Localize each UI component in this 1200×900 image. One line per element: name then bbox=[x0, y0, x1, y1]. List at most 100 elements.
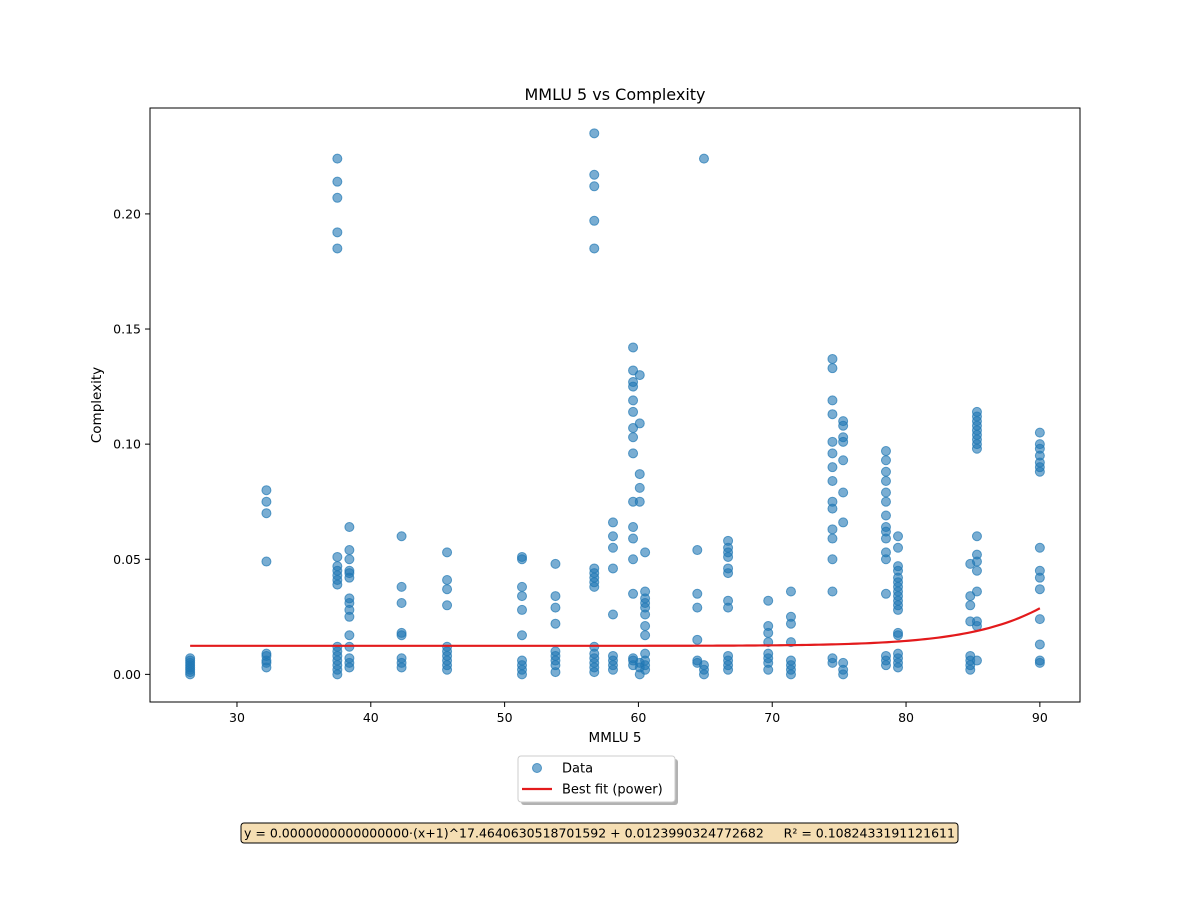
data-point bbox=[971, 586, 982, 597]
data-point bbox=[965, 591, 976, 602]
data-point bbox=[971, 406, 982, 417]
data-point bbox=[634, 482, 645, 493]
data-point bbox=[827, 475, 838, 486]
data-point bbox=[965, 650, 976, 661]
equation-text: y = 0.0000000000000000·(x+1)^17.46406305… bbox=[244, 826, 955, 841]
data-point bbox=[628, 423, 639, 434]
data-point bbox=[628, 342, 639, 353]
data-point bbox=[692, 602, 703, 613]
data-point bbox=[827, 496, 838, 507]
data-point bbox=[589, 128, 600, 139]
data-point bbox=[763, 595, 774, 606]
x-axis-title: MMLU 5 bbox=[589, 730, 642, 746]
data-point bbox=[261, 508, 272, 519]
data-point bbox=[332, 176, 343, 187]
data-point bbox=[261, 556, 272, 567]
data-point bbox=[880, 487, 891, 498]
data-point bbox=[827, 586, 838, 597]
data-point bbox=[517, 630, 527, 641]
data-point bbox=[332, 227, 343, 238]
data-point bbox=[634, 418, 645, 429]
data-point bbox=[261, 648, 272, 659]
data-point bbox=[1034, 565, 1045, 576]
legend-box bbox=[517, 755, 676, 803]
data-point bbox=[640, 547, 651, 558]
data-point bbox=[723, 650, 734, 661]
data-point bbox=[396, 627, 407, 638]
data-point bbox=[1034, 439, 1045, 450]
y-tick-label: 0.20 bbox=[113, 206, 141, 221]
y-tick-label: 0.00 bbox=[113, 667, 141, 682]
x-tick-label: 40 bbox=[363, 710, 379, 725]
data-point bbox=[785, 586, 796, 597]
data-point bbox=[344, 630, 355, 641]
data-point bbox=[628, 448, 639, 459]
data-point bbox=[607, 542, 618, 553]
data-point bbox=[517, 604, 527, 615]
data-point bbox=[634, 469, 645, 480]
data-point bbox=[550, 558, 561, 569]
data-point bbox=[550, 646, 561, 657]
y-tick-label: 0.15 bbox=[113, 322, 141, 337]
data-point bbox=[692, 634, 703, 645]
data-point bbox=[607, 609, 618, 620]
data-point bbox=[723, 595, 734, 606]
data-point bbox=[628, 522, 639, 533]
data-point bbox=[332, 243, 343, 254]
x-tick-label: 90 bbox=[1032, 710, 1048, 725]
data-point bbox=[332, 561, 343, 572]
data-point bbox=[628, 588, 639, 599]
data-point bbox=[971, 655, 982, 666]
data-point bbox=[827, 448, 838, 459]
data-point bbox=[971, 565, 982, 576]
data-point bbox=[763, 648, 774, 659]
data-point bbox=[827, 533, 838, 544]
data-point bbox=[628, 376, 639, 387]
data-point bbox=[893, 627, 904, 638]
data-point bbox=[1034, 655, 1045, 666]
data-point bbox=[628, 365, 639, 376]
data-point bbox=[628, 432, 639, 443]
data-point bbox=[589, 181, 600, 192]
data-point bbox=[517, 655, 527, 666]
data-point bbox=[517, 551, 527, 562]
data-point bbox=[607, 650, 618, 661]
data-point bbox=[893, 648, 904, 659]
data-point bbox=[332, 551, 343, 562]
data-point bbox=[698, 153, 709, 164]
data-point bbox=[517, 581, 527, 592]
data-point bbox=[442, 547, 453, 558]
data-point bbox=[1034, 584, 1045, 595]
data-point bbox=[763, 621, 774, 632]
data-point bbox=[517, 591, 527, 602]
legend: Data Best fit (power) bbox=[517, 755, 678, 805]
y-axis-title: Complexity bbox=[89, 367, 105, 443]
data-point bbox=[880, 446, 891, 457]
data-point bbox=[893, 531, 904, 542]
data-point bbox=[827, 409, 838, 420]
data-point bbox=[880, 547, 891, 558]
data-point bbox=[344, 565, 355, 576]
plot-marks bbox=[185, 128, 1045, 680]
data-point bbox=[607, 563, 618, 574]
data-point bbox=[785, 611, 796, 622]
data-point bbox=[640, 648, 651, 659]
x-tick-label: 70 bbox=[764, 710, 780, 725]
data-point bbox=[965, 600, 976, 611]
legend-data-label: Data bbox=[562, 762, 593, 777]
x-tick-label: 60 bbox=[630, 710, 646, 725]
data-point bbox=[607, 517, 618, 528]
fit-line-group bbox=[190, 607, 1041, 647]
fit-equation-annotation: y = 0.0000000000000000·(x+1)^17.46406305… bbox=[240, 822, 959, 844]
data-point bbox=[692, 588, 703, 599]
data-point bbox=[332, 192, 343, 203]
data-point bbox=[838, 455, 849, 466]
data-point bbox=[692, 655, 703, 666]
data-point bbox=[442, 584, 453, 595]
data-point bbox=[396, 581, 407, 592]
data-point bbox=[880, 455, 891, 466]
equation-box bbox=[240, 822, 959, 844]
data-point bbox=[838, 487, 849, 498]
data-point bbox=[261, 496, 272, 507]
